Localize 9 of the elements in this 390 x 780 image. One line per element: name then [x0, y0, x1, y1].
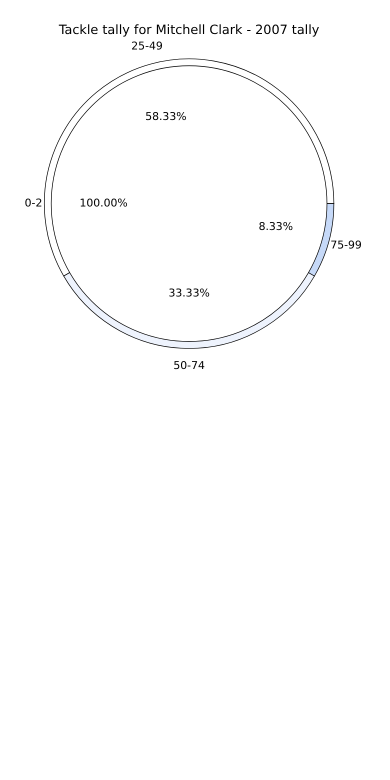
slice-label: 25-49: [131, 40, 163, 53]
chart-title: Tackle tally for Mitchell Clark - 2007 tally: [58, 22, 320, 38]
data-label: 8.33%: [258, 220, 293, 233]
slice-label: 75-99: [330, 238, 362, 252]
data-label: 100.00%: [80, 196, 128, 210]
slice-label: 0-2: [24, 196, 42, 210]
slice-label: 50-74: [173, 359, 205, 372]
data-label: 33.33%: [168, 286, 210, 300]
data-label: 58.33%: [145, 110, 186, 123]
